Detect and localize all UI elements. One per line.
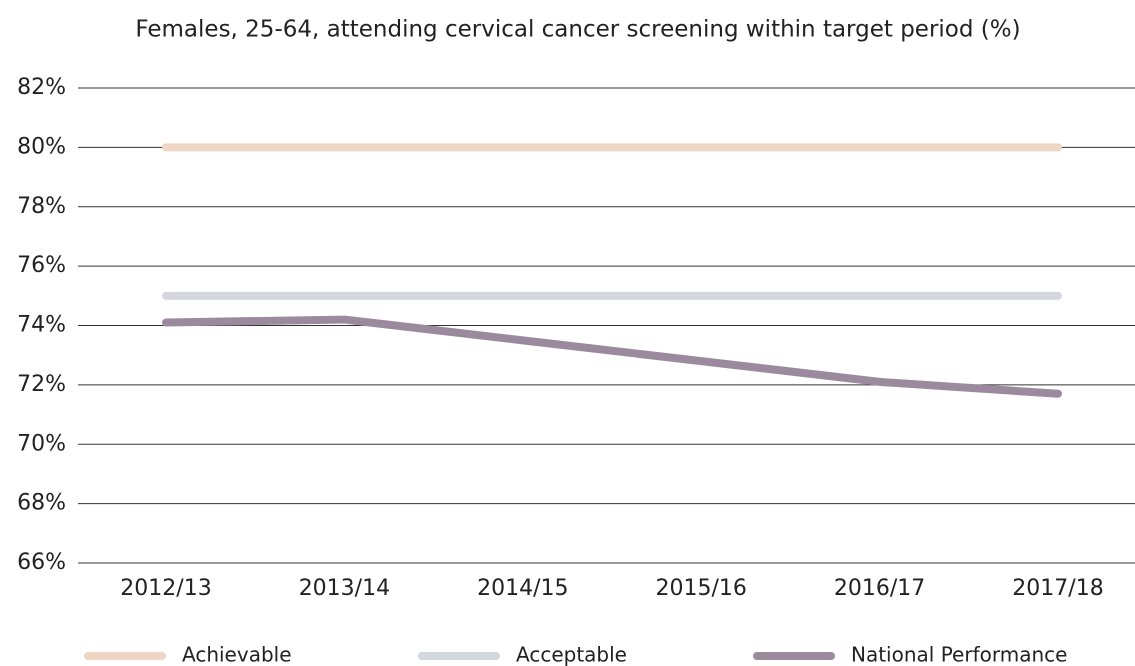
y-tick-label: 82% (17, 75, 66, 100)
y-tick-label: 78% (17, 194, 66, 219)
y-tick-label: 80% (17, 134, 66, 159)
x-tick-label: 2017/18 (1012, 576, 1103, 601)
x-tick-label: 2013/14 (299, 576, 390, 601)
series-line (162, 315, 1062, 398)
y-tick-label: 76% (17, 253, 66, 278)
y-tick-label: 70% (17, 431, 66, 456)
chart-title: Females, 25-64, attending cervical cance… (135, 17, 1020, 43)
y-tick-label: 72% (17, 372, 66, 397)
x-tick-label: 2014/15 (477, 576, 568, 601)
y-tick-label: 68% (17, 491, 66, 516)
y-tick-label: 66% (17, 550, 66, 575)
legend-label: Acceptable (516, 643, 627, 666)
x-tick-label: 2016/17 (834, 576, 925, 601)
legend-label: Achievable (182, 643, 292, 666)
x-tick-label: 2012/13 (120, 576, 211, 601)
legend-label: National Performance (851, 643, 1067, 666)
y-tick-label: 74% (17, 313, 66, 338)
x-tick-label: 2015/16 (655, 576, 746, 601)
